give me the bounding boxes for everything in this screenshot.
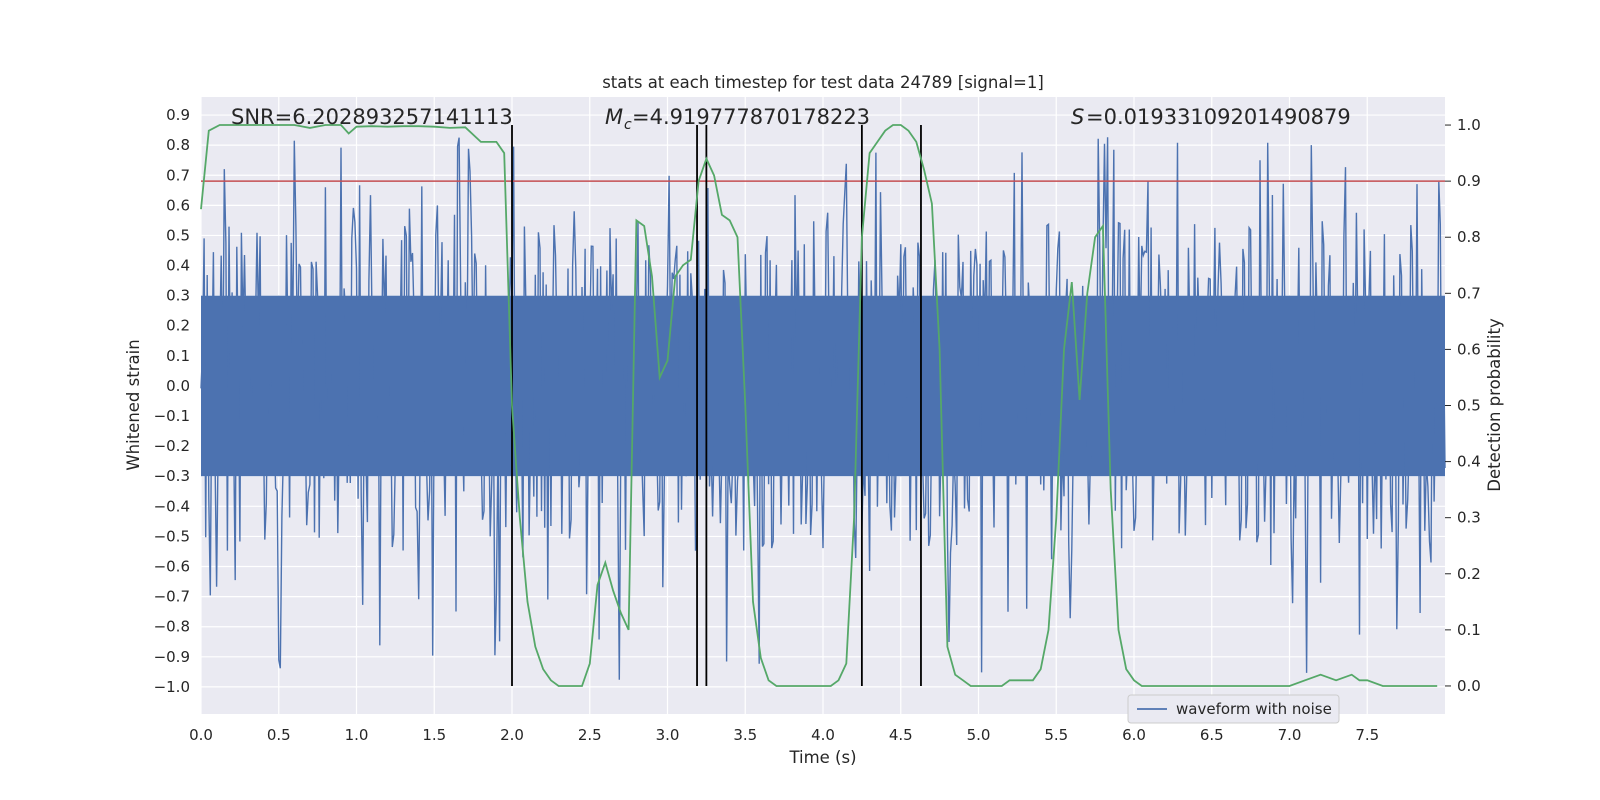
y2-ticks: 1.0 0.9 0.8 0.7 0.6 0.5 0.4 0.3 0.2 0.1 0.0 — [1445, 116, 1481, 695]
y2-axis-label: Detection probability — [1485, 318, 1504, 492]
x-tick-label: 2.5 — [578, 726, 602, 744]
x-tick-label: 0.5 — [267, 726, 291, 744]
y-ticks: 0.9 0.8 0.7 0.6 0.5 0.4 0.3 0.2 0.1 0.0 −0.1 −0.2 −0… — [154, 106, 190, 696]
y-tick-label: −0.4 — [154, 497, 190, 515]
waveform-series — [200, 137, 1446, 680]
x-tick-label: 5.5 — [1044, 726, 1068, 744]
mc-annotation: M c =4.919777870178223 — [605, 105, 870, 133]
y-tick-label: 0.5 — [166, 226, 190, 244]
x-axis-label: Time (s) — [788, 748, 856, 767]
x-tick-label: 1.0 — [345, 726, 369, 744]
y-tick-label: −1.0 — [154, 678, 190, 696]
x-tick-label: 3.0 — [656, 726, 680, 744]
y-tick-label: −0.3 — [154, 467, 190, 485]
x-tick-label: 4.5 — [889, 726, 913, 744]
x-tick-label: 7.0 — [1278, 726, 1302, 744]
x-tick-label: 7.5 — [1355, 726, 1379, 744]
y2-tick-label: 0.9 — [1457, 172, 1481, 190]
y-tick-label: 0.6 — [166, 196, 190, 214]
y-tick-label: −0.6 — [154, 558, 190, 576]
x-tick-label: 4.0 — [811, 726, 835, 744]
y2-tick-label: 0.2 — [1457, 565, 1481, 583]
y2-tick-label: 0.4 — [1457, 453, 1481, 471]
y-tick-label: −0.9 — [154, 648, 190, 666]
y-tick-label: 0.2 — [166, 317, 190, 335]
x-ticks: 0.0 0.5 1.0 1.5 2.0 2.5 3.0 3.5 4.0 4.5 5.0 5.5 6.0 6… — [189, 726, 1379, 744]
y-tick-label: −0.1 — [154, 407, 190, 425]
x-tick-label: 3.5 — [733, 726, 757, 744]
x-tick-label: 6.0 — [1122, 726, 1146, 744]
x-tick-label: 0.0 — [189, 726, 213, 744]
mc-subscript: c — [624, 117, 632, 133]
waveform-line — [200, 137, 1446, 680]
legend: waveform with noise — [1127, 694, 1340, 724]
x-tick-label: 1.5 — [422, 726, 446, 744]
y-tick-label: −0.7 — [154, 588, 190, 606]
y2-tick-label: 0.5 — [1457, 397, 1481, 415]
x-tick-label: 5.0 — [967, 726, 991, 744]
y-tick-label: 0.3 — [166, 287, 190, 305]
y2-tick-label: 0.7 — [1457, 284, 1481, 302]
snr-annotation: SNR=6.202893257141113 — [231, 105, 513, 129]
y2-tick-label: 0.1 — [1457, 621, 1481, 639]
y-tick-label: 0.9 — [166, 106, 190, 124]
x-tick-label: 2.0 — [500, 726, 524, 744]
legend-label: waveform with noise — [1176, 700, 1332, 718]
y-tick-label: −0.5 — [154, 527, 190, 545]
x-tick-label: 6.5 — [1200, 726, 1224, 744]
y2-tick-label: 0.6 — [1457, 340, 1481, 358]
legend-box — [1127, 694, 1340, 724]
y-tick-label: −0.2 — [154, 437, 190, 455]
y-tick-label: 0.4 — [166, 257, 190, 275]
s-annotation: S =0.01933109201490879 — [1071, 105, 1351, 129]
y-axis-label: Whitened strain — [124, 339, 143, 470]
mc-value: =4.919777870178223 — [632, 105, 870, 129]
y-tick-label: 0.0 — [166, 377, 190, 395]
y2-tick-label: 0.8 — [1457, 228, 1481, 246]
y-tick-label: −0.8 — [154, 618, 190, 636]
chart-title: stats at each timestep for test data 247… — [602, 73, 1044, 92]
s-symbol: S — [1071, 105, 1084, 129]
y2-tick-label: 0.0 — [1457, 677, 1481, 695]
y2-tick-label: 1.0 — [1457, 116, 1481, 134]
y2-tick-label: 0.3 — [1457, 509, 1481, 527]
s-value: =0.01933109201490879 — [1086, 105, 1351, 129]
mc-symbol: M — [605, 105, 623, 129]
y-tick-label: 0.1 — [166, 347, 190, 365]
probability-line — [200, 124, 1438, 687]
y-tick-label: 0.7 — [166, 166, 190, 184]
y-tick-label: 0.8 — [166, 136, 190, 154]
